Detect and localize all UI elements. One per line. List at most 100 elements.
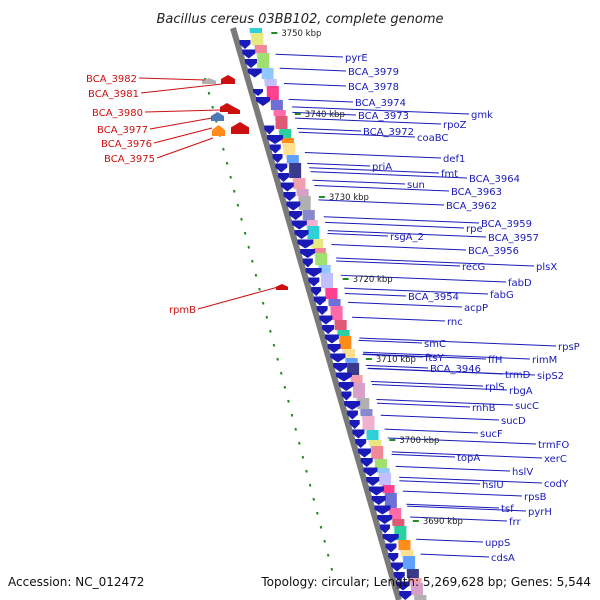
gene-label-rpsb: rpsB <box>524 492 547 503</box>
category-block <box>345 358 358 363</box>
reverse-gene-arrow <box>335 372 352 382</box>
category-block <box>382 485 395 493</box>
reverse-gene-arrow <box>327 344 341 353</box>
leader-line <box>325 221 465 229</box>
tick-mark <box>222 147 225 151</box>
leader-line <box>391 453 456 458</box>
gene-label-sun: sun <box>407 180 425 191</box>
leader-line <box>144 109 221 113</box>
gene-label-bca-3964: BCA_3964 <box>469 174 520 185</box>
category-block <box>389 508 402 519</box>
reverse-gene-arrow <box>291 220 307 230</box>
tick-mark <box>261 301 265 305</box>
category-block <box>296 189 309 196</box>
tick-mark <box>279 371 283 375</box>
tick-mark <box>269 329 272 333</box>
category-block <box>251 33 264 45</box>
reverse-gene-arrow <box>346 410 358 420</box>
tick-mark <box>301 455 305 459</box>
reverse-gene-arrow <box>286 201 301 211</box>
category-block <box>275 116 288 129</box>
gene-label-sips2: sipS2 <box>537 371 564 382</box>
reverse-gene-arrow <box>311 287 322 296</box>
reverse-gene-arrow <box>297 239 314 249</box>
reverse-gene-arrow <box>253 89 263 96</box>
forward-gene-arrow <box>228 107 240 114</box>
category-block <box>350 375 363 383</box>
leader-line <box>298 131 416 138</box>
gene-label-cody: codY <box>544 479 569 490</box>
gene-label-rnc: rnc <box>447 317 463 328</box>
reverse-gene-arrow <box>355 439 367 448</box>
category-block <box>410 583 423 595</box>
gene-label-bca-3976: BCA_3976 <box>101 139 152 150</box>
leader-line <box>275 53 344 58</box>
reverse-gene-arrow <box>344 401 361 410</box>
reverse-gene-arrow <box>275 163 288 173</box>
reverse-gene-arrow <box>294 230 309 239</box>
gene-label-bca-3974: BCA_3974 <box>355 98 406 109</box>
category-block <box>273 110 286 116</box>
reverse-gene-arrow <box>388 553 399 562</box>
category-block <box>293 178 306 189</box>
category-block <box>283 143 296 155</box>
tick-mark <box>236 203 240 207</box>
category-block <box>377 468 390 473</box>
reverse-gene-arrow <box>313 296 326 306</box>
leader-line <box>292 106 470 115</box>
tick-mark <box>326 553 330 557</box>
gene-label-rpoz: rpoZ <box>443 120 467 131</box>
gene-label-trmfo: trmFO <box>538 440 569 451</box>
kbp-label: 3720 kbp <box>353 275 393 285</box>
leader-line <box>314 185 450 192</box>
leader-line <box>327 232 389 237</box>
leader-line <box>410 516 508 522</box>
leader-line <box>348 301 463 308</box>
gene-label-pyre: pyrE <box>345 53 368 64</box>
reverse-gene-arrow <box>244 59 257 68</box>
tick-mark <box>251 259 254 263</box>
reverse-gene-arrow <box>256 97 271 106</box>
reverse-gene-arrow <box>363 467 378 477</box>
leader-line <box>149 117 213 130</box>
category-block <box>337 330 350 336</box>
gene-label-fabg: fabG <box>490 290 514 301</box>
tick-mark <box>207 91 211 95</box>
reverse-gene-arrow <box>272 154 283 163</box>
category-block <box>279 129 292 138</box>
gene-label-rbga: rbgA <box>509 386 533 397</box>
reverse-gene-arrow <box>352 429 365 439</box>
leader-line <box>297 127 362 132</box>
leader-line <box>362 354 424 358</box>
gene-label-succ: sucC <box>515 401 539 412</box>
leader-line <box>372 384 508 391</box>
tick-mark <box>308 483 312 487</box>
category-block <box>392 519 405 526</box>
leader-line <box>391 451 543 459</box>
category-block <box>328 299 341 306</box>
leader-line <box>358 339 423 344</box>
category-block <box>362 416 375 430</box>
reverse-gene-arrow <box>305 268 322 277</box>
tick-mark <box>323 539 326 543</box>
category-block <box>254 45 267 53</box>
leader-line <box>336 260 461 267</box>
gene-label-bca-3956: BCA_3956 <box>468 246 519 257</box>
kbp-label: 3700 kbp <box>399 436 439 446</box>
leader-line <box>138 77 206 81</box>
reverse-gene-arrow <box>267 135 284 144</box>
leader-line <box>402 490 523 497</box>
gene-label-upps: uppS <box>485 538 510 549</box>
category-block <box>302 210 315 220</box>
gene-label-bca-3978: BCA_3978 <box>348 82 399 93</box>
gene-label-def1: def1 <box>443 154 465 165</box>
gene-label-frr: frr <box>509 517 521 528</box>
reverse-gene-arrow <box>338 382 354 391</box>
reverse-gene-arrow <box>393 572 405 581</box>
label-leader-lines <box>138 53 557 558</box>
gene-label-pyrh: pyrH <box>528 507 552 518</box>
gene-label-bca-3975: BCA_3975 <box>104 154 155 165</box>
gene-label-rsga-2: rsgA_2 <box>390 232 424 243</box>
tick-mark <box>229 175 232 179</box>
leader-line <box>387 437 537 445</box>
